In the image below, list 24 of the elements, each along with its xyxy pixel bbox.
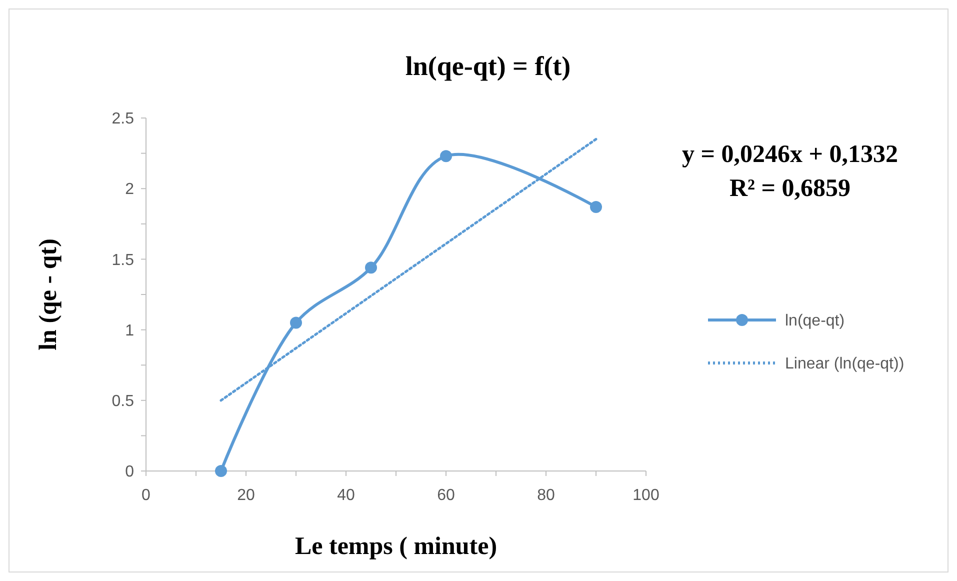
x-tick-label: 100 — [632, 487, 660, 504]
y-tick-label: 0.5 — [112, 393, 134, 410]
x-tick-label: 60 — [437, 487, 455, 504]
x-tick-label: 20 — [237, 487, 255, 504]
y-tick-label: 1 — [125, 322, 134, 340]
point — [365, 262, 377, 274]
x-tick-label: 80 — [537, 487, 555, 504]
x-tick-label: 0 — [142, 487, 151, 504]
legend-label: Linear (ln(qe-qt)) — [785, 356, 904, 373]
point — [215, 465, 227, 477]
y-tick-label: 2.5 — [112, 110, 134, 128]
y-tick-label: 0 — [125, 464, 134, 481]
y-tick-label: 2 — [125, 181, 134, 198]
y-tick-label: 1.5 — [112, 252, 134, 269]
chart-title: ln(qe-qt) = f(t) — [405, 51, 571, 81]
text: y = 0,0246x + 0,1332 — [682, 141, 898, 168]
point — [590, 200, 602, 213]
text: R² = 0,6859 — [729, 175, 851, 202]
legend-label: ln(qe-qt) — [785, 312, 845, 330]
point — [440, 150, 452, 162]
point — [290, 316, 302, 329]
x-axis-title: Le temps ( minute) — [294, 533, 498, 560]
x-tick-label: 40 — [337, 487, 355, 504]
y-axis-title: ln (qe - qt) — [35, 238, 62, 350]
